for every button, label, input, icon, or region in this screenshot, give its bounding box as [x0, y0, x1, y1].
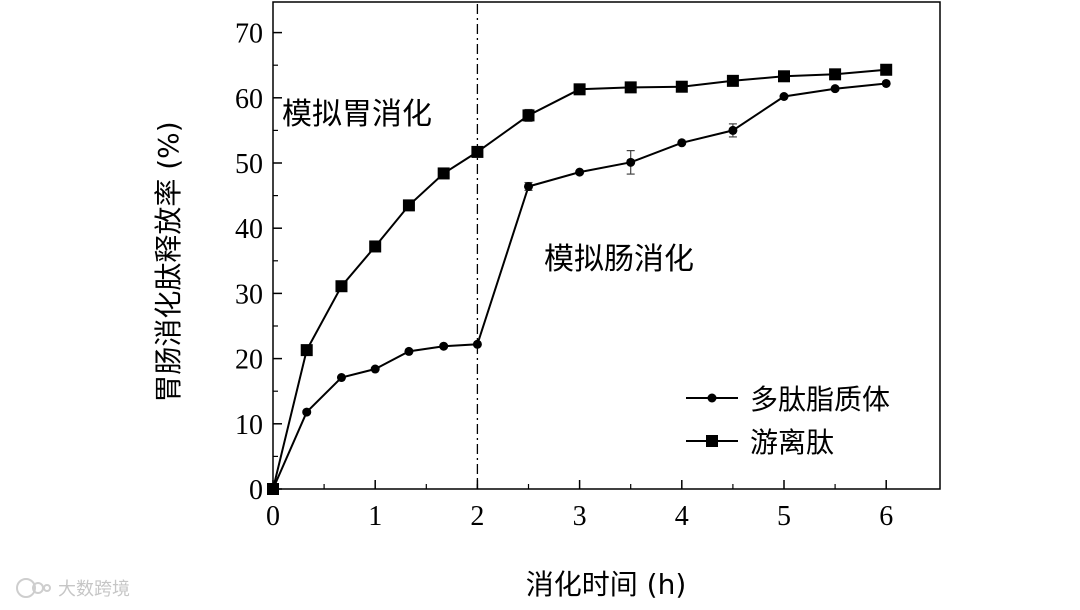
legend-item-liposome: 多肽脂质体 — [686, 383, 890, 416]
legend-label-liposome: 多肽脂质体 — [750, 383, 890, 416]
x-tick-label: 2 — [470, 501, 484, 532]
legend-item-free-peptide: 游离肽 — [686, 426, 834, 459]
data-point — [675, 80, 688, 93]
data-point — [471, 145, 484, 158]
data-point — [779, 91, 789, 101]
y-tick-label: 50 — [235, 149, 263, 180]
data-point — [437, 167, 450, 180]
data-point — [830, 84, 840, 94]
watermark-logo-icon — [16, 578, 51, 598]
legend-marker-liposome — [707, 393, 717, 403]
y-tick-label: 0 — [249, 475, 263, 506]
series-liposome — [268, 78, 891, 494]
data-point — [439, 341, 449, 351]
data-point — [881, 78, 891, 88]
data-point — [335, 280, 348, 293]
x-axis-title: 消化时间 (h) — [526, 568, 687, 601]
y-tick-label: 20 — [235, 345, 263, 376]
data-point — [677, 138, 687, 148]
legend-label-free-peptide: 游离肽 — [750, 426, 834, 459]
y-tick-label: 40 — [235, 214, 263, 245]
data-point — [336, 373, 346, 383]
data-point — [300, 344, 313, 357]
y-tick-label: 60 — [235, 84, 263, 115]
x-tick-label: 0 — [266, 501, 280, 532]
x-tick-label: 3 — [573, 501, 587, 532]
data-point — [778, 70, 790, 83]
y-tick-label: 30 — [235, 279, 263, 310]
x-tick-label: 1 — [368, 501, 382, 532]
data-point — [575, 167, 585, 177]
data-point — [726, 74, 739, 87]
data-point — [369, 240, 382, 253]
data-point — [302, 407, 312, 417]
legend: 多肽脂质体 游离肽 — [686, 383, 890, 459]
data-point — [624, 81, 637, 94]
data-point — [880, 63, 893, 76]
data-point — [267, 483, 279, 495]
annotation-stomach: 模拟胃消化 — [282, 97, 432, 132]
data-point — [472, 339, 482, 349]
series-free-peptide — [267, 63, 893, 495]
data-point — [626, 157, 636, 167]
y-tick-label: 10 — [235, 410, 263, 441]
x-tick-label: 5 — [777, 501, 791, 532]
plot-frame — [272, 1, 941, 490]
data-point — [402, 199, 415, 212]
y-tick-label: 70 — [235, 19, 263, 50]
data-point — [370, 364, 380, 374]
annotation-intestine: 模拟肠消化 — [544, 242, 694, 277]
x-tick-label: 6 — [879, 501, 893, 532]
x-tick-label: 4 — [675, 501, 689, 532]
series-layer — [267, 63, 893, 495]
legend-marker-free-peptide — [706, 435, 718, 447]
data-point — [829, 68, 842, 81]
watermark: 大数跨境 — [16, 578, 130, 600]
data-point — [524, 181, 533, 191]
data-point — [728, 125, 738, 135]
data-point — [573, 83, 586, 96]
watermark-text: 大数跨境 — [58, 579, 130, 600]
data-point — [522, 109, 535, 122]
y-axis-title: 胃肠消化肽释放率 (%) — [152, 121, 185, 402]
data-point — [404, 346, 414, 356]
